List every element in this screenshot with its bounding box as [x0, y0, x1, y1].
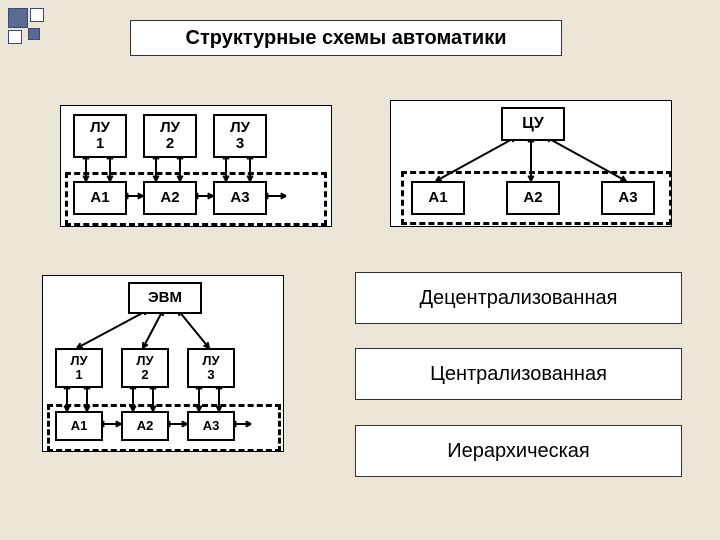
diagram2-node-a2: А2 [506, 181, 560, 215]
diagram3: ЭВМ ЛУ 1 ЛУ 2 ЛУ 3 А1 А2 А3 [42, 275, 284, 452]
title-text: Структурные схемы автоматики [186, 27, 507, 49]
diagram3-node-a3: А3 [187, 411, 235, 441]
diagram3-node-a2: А2 [121, 411, 169, 441]
diagram1-node-a3: А3 [213, 181, 267, 215]
scheme-label-1: Централизованная [355, 348, 682, 400]
diagram2-node-a1: А1 [411, 181, 465, 215]
diagram2: ЦУ А1 А2 А3 [390, 100, 672, 227]
diagram1-node-lu3: ЛУ 3 [213, 114, 267, 158]
diagram3-node-lu1: ЛУ 1 [55, 348, 103, 388]
diagram3-node-lu3: ЛУ 3 [187, 348, 235, 388]
diagram3-node-evm: ЭВМ [128, 282, 202, 314]
corner-decoration [8, 8, 58, 58]
diagram1-node-a2: А2 [143, 181, 197, 215]
diagram2-node-cu: ЦУ [501, 107, 565, 141]
diagram1: ЛУ 1 ЛУ 2 ЛУ 3 А1 А2 А3 [60, 105, 332, 227]
page-title: Структурные схемы автоматики [130, 20, 562, 56]
scheme-label-0: Децентрализованная [355, 272, 682, 324]
diagram1-node-lu1: ЛУ 1 [73, 114, 127, 158]
diagram3-node-a1: А1 [55, 411, 103, 441]
scheme-label-2: Иерархическая [355, 425, 682, 477]
diagram3-node-lu2: ЛУ 2 [121, 348, 169, 388]
diagram2-node-a3: А3 [601, 181, 655, 215]
diagram1-node-lu2: ЛУ 2 [143, 114, 197, 158]
diagram1-node-a1: А1 [73, 181, 127, 215]
